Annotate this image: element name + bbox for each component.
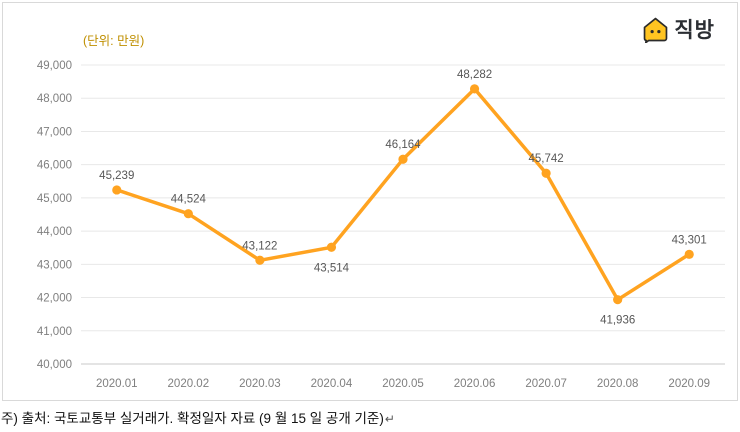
data-point-marker <box>183 209 193 219</box>
y-tick-label: 41,000 <box>37 326 72 338</box>
data-point-marker <box>684 249 694 259</box>
data-point-label: 43,514 <box>314 262 350 274</box>
data-point-label: 48,282 <box>457 69 492 81</box>
line-chart: 40,000 41,000 42,000 43,000 44,000 45,000 46,0… <box>37 60 725 390</box>
y-tick-label: 40,000 <box>37 359 72 371</box>
data-point-label: 43,301 <box>672 234 707 246</box>
unit-label: (단위: 만원) <box>83 34 145 48</box>
y-tick-label: 43,000 <box>37 259 72 271</box>
y-tick-label: 44,000 <box>37 226 72 238</box>
x-tick-label: 2020.09 <box>668 378 710 390</box>
x-tick-label: 2020.05 <box>382 378 424 390</box>
x-tick-label: 2020.06 <box>454 378 496 390</box>
x-tick-label: 2020.03 <box>239 378 281 390</box>
x-tick-label: 2020.04 <box>311 378 353 390</box>
data-point-label: 45,742 <box>529 153 564 165</box>
data-point-label: 44,524 <box>171 194 207 206</box>
data-point-marker <box>469 84 480 94</box>
data-point-marker <box>541 168 551 178</box>
data-point-label: 46,164 <box>385 139 421 151</box>
x-tick-label: 2020.07 <box>525 378 567 390</box>
data-point-label: 41,936 <box>600 315 635 327</box>
data-point-marker <box>326 242 337 252</box>
y-tick-label: 48,000 <box>37 93 72 105</box>
data-point-marker <box>398 154 408 164</box>
y-tick-label: 47,000 <box>37 126 72 138</box>
zigbang-logo-text: 직방 <box>674 19 715 42</box>
y-tick-label: 46,000 <box>37 160 72 172</box>
source-note: 주) 출처: 국토교통부 실거래가. 확정일자 자료 (9 월 15 일 공개 … <box>1 407 395 427</box>
data-point-label: 43,122 <box>242 240 277 252</box>
source-note-text: 주) 출처: 국토교통부 실거래가. 확정일자 자료 (9 월 15 일 공개 … <box>1 411 384 426</box>
data-point-marker <box>613 295 623 305</box>
zigbang-logo: 직방 <box>642 14 715 44</box>
x-tick-label: 2020.08 <box>597 378 639 390</box>
data-point-marker <box>112 185 122 195</box>
data-point-marker <box>255 255 265 265</box>
y-tick-label: 42,000 <box>37 293 72 305</box>
data-point-label: 45,239 <box>99 170 134 182</box>
chart-panel: (단위: 만원) 직방 40,000 41,000 42,000 43,000 44,0… <box>2 2 738 401</box>
x-tick-label: 2020.02 <box>168 378 210 390</box>
y-tick-label: 45,000 <box>37 193 72 205</box>
return-mark: ↵ <box>384 412 395 426</box>
y-tick-label: 49,000 <box>37 60 72 72</box>
zigbang-house-icon <box>644 17 668 43</box>
x-tick-label: 2020.01 <box>96 378 138 390</box>
